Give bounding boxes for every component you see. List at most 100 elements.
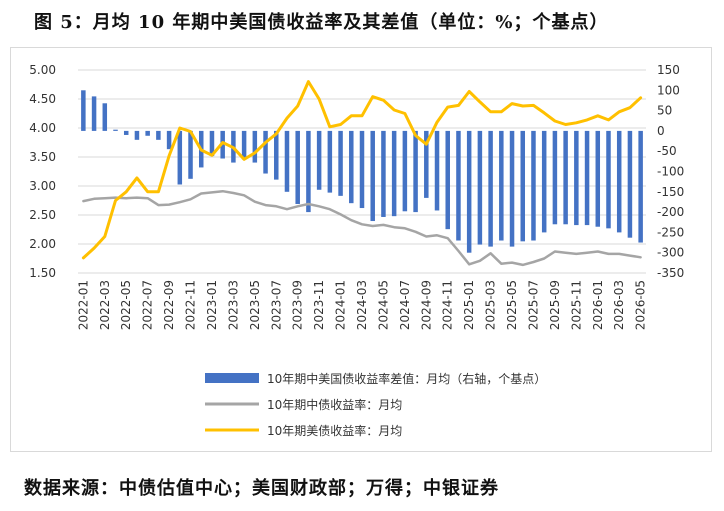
x-tick-label: 2022-07 [141, 280, 155, 330]
spread-bar [306, 130, 311, 213]
legend-label-us: 10年期美债收益率：月均 [267, 423, 402, 438]
y-right-tick-label: 150 [657, 63, 680, 77]
spread-bar [113, 129, 118, 131]
spread-bar [316, 130, 322, 190]
spread-bar [209, 130, 215, 157]
x-tick-label: 2022-05 [119, 280, 133, 330]
x-tick-label: 2025-01 [462, 280, 476, 330]
x-tick-label: 2022-01 [76, 280, 90, 330]
spread-bar [466, 130, 472, 253]
spread-bar [102, 103, 108, 131]
spread-bar [595, 130, 601, 227]
spread-bar [370, 130, 375, 222]
y-left-tick-label: 5.00 [29, 63, 56, 77]
y-left-tick-label: 1.50 [29, 266, 56, 280]
x-tick-label: 2024-05 [376, 280, 390, 330]
spread-bar [456, 130, 461, 241]
y-left-tick-label: 2.50 [29, 208, 56, 222]
dual-axis-chart: 1.50 2.00 2.50 3.00 3.50 4.00 4.50 5.00 -350 -300… [29, 63, 684, 438]
spread-bar [381, 130, 386, 217]
spread-bar [91, 96, 97, 131]
spread-bar [638, 130, 643, 243]
legend-label-spread: 10年期中美国债收益率差值：月均（右轴，个基点） [267, 371, 546, 386]
spread-bar [584, 130, 590, 226]
y-right-tick-label: -100 [657, 165, 684, 179]
x-tick-label: 2022-09 [162, 280, 176, 330]
spread-bar [424, 130, 429, 198]
x-tick-label: 2023-01 [205, 280, 219, 330]
spread-bar [616, 130, 622, 233]
y-right-tick-label: -200 [657, 205, 684, 219]
x-tick-label: 2025-07 [526, 280, 540, 330]
legend-label-china: 10年期中债收益率：月均 [267, 397, 402, 412]
y-left-tick-label: 4.00 [29, 121, 56, 135]
spread-bar [627, 130, 633, 238]
spread-bar [327, 130, 333, 193]
spread-bar [274, 130, 279, 180]
spread-bar [81, 90, 86, 131]
y-left-tick-label: 3.00 [29, 179, 56, 193]
y-right-tick-label: 0 [657, 124, 665, 138]
spread-bar [606, 130, 611, 229]
spread-bar [349, 130, 354, 204]
spread-bar [509, 130, 515, 247]
data-source: 数据来源：中债估值中心；美国财政部；万得；中银证券 [24, 478, 499, 499]
spread-bar [263, 130, 268, 174]
x-tick-label: 2026-05 [634, 280, 648, 330]
spread-bar [123, 130, 129, 135]
x-tick-label: 2024-01 [334, 280, 348, 330]
spread-bar [284, 130, 290, 192]
spread-bar [541, 130, 547, 233]
spread-bar [156, 130, 161, 140]
y-right-tick-label: -50 [657, 144, 677, 158]
china-yield-line [82, 189, 642, 267]
y-right-tick-label: -350 [657, 266, 684, 280]
spread-bar [574, 130, 579, 226]
legend-swatch-bar [205, 373, 259, 383]
x-tick-label: 2023-11 [312, 280, 326, 330]
y-left-tick-label: 2.00 [29, 237, 56, 251]
y-right-tick-label: -250 [657, 225, 684, 239]
x-tick-label: 2023-09 [291, 280, 305, 330]
y-right-tick-label: -300 [657, 246, 684, 260]
spread-bar [252, 130, 258, 163]
x-tick-label: 2024-09 [419, 280, 433, 330]
y-right-tick-label: 50 [657, 104, 672, 118]
x-tick-label: 2022-03 [98, 280, 112, 330]
x-tick-label: 2025-03 [484, 280, 498, 330]
spread-bar [477, 130, 483, 245]
spread-bar [188, 130, 193, 179]
spread-bar [434, 130, 440, 211]
x-tick-label: 2024-03 [355, 280, 369, 330]
spread-bar [520, 130, 526, 242]
spread-bar [488, 130, 493, 247]
spread-bar [241, 130, 247, 160]
x-tick-label: 2023-05 [248, 280, 262, 330]
spread-bar [445, 130, 450, 230]
y-right-tick-label: 100 [657, 83, 680, 97]
chart-frame [10, 47, 712, 452]
y-left-tick-label: 4.50 [29, 92, 56, 106]
x-tick-label: 2023-07 [269, 280, 283, 330]
spread-bar [391, 130, 397, 217]
x-tick-label: 2025-11 [569, 280, 583, 330]
x-tick-label: 2024-11 [441, 280, 455, 330]
y-right-tick-label: -150 [657, 185, 684, 199]
spread-bar [563, 130, 568, 225]
us-yield-line [81, 80, 643, 260]
x-tick-label: 2024-07 [398, 280, 412, 330]
spread-bar [145, 130, 150, 136]
x-tick-label: 2026-01 [591, 280, 605, 330]
spread-bar [413, 130, 418, 213]
spread-bar [531, 130, 536, 241]
spread-bar [134, 130, 140, 140]
spread-bar [177, 130, 183, 185]
spread-bar [402, 130, 408, 212]
y-left-tick-label: 3.50 [29, 150, 56, 164]
spread-bar [552, 130, 558, 225]
x-tick-label: 2025-05 [505, 280, 519, 330]
spread-bar [166, 130, 172, 150]
spread-bar [338, 130, 343, 196]
spread-bar [359, 130, 365, 209]
x-tick-label: 2023-03 [226, 280, 240, 330]
